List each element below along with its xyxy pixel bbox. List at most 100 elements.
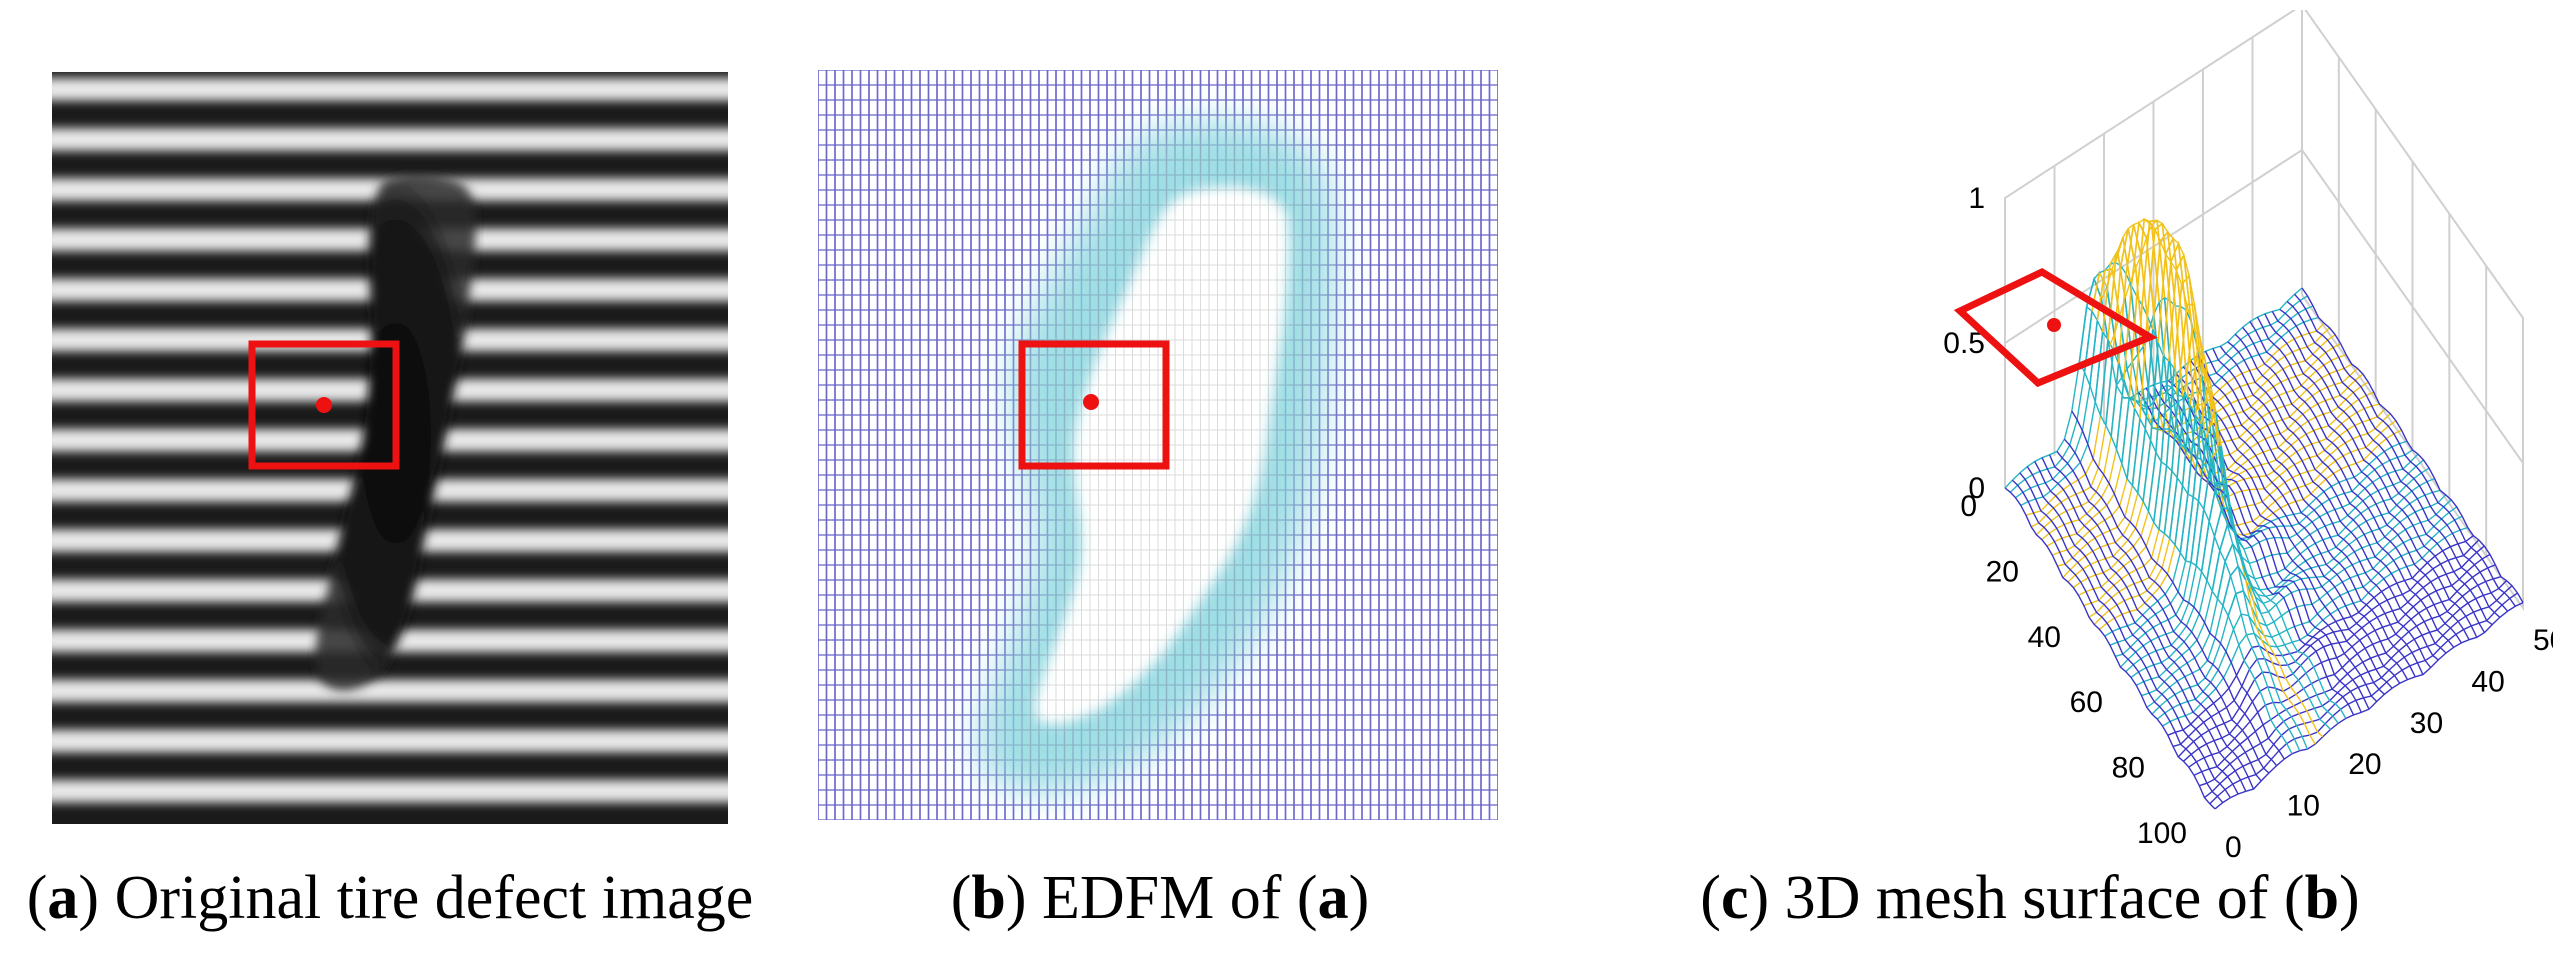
mesh-line	[2201, 375, 2211, 454]
mesh-line	[2104, 268, 2113, 272]
mesh-line	[2204, 360, 2214, 426]
mesh-line	[2190, 500, 2200, 563]
mesh-line	[2301, 287, 2524, 603]
y-tick-label: 0	[1960, 490, 1977, 523]
mesh-line	[2208, 481, 2218, 522]
mesh-line	[2206, 402, 2216, 474]
mesh-line	[2078, 306, 2088, 363]
mesh-line	[2164, 238, 2174, 255]
mesh-line	[2184, 496, 2194, 562]
y-tick-label: 80	[2112, 752, 2145, 785]
mesh-line	[2149, 342, 2159, 441]
x-tick-label: 40	[2471, 665, 2504, 698]
mesh-line	[2195, 509, 2205, 566]
mesh-line	[2242, 326, 2462, 644]
y-tick-label: 40	[2028, 621, 2061, 654]
mesh-line	[2177, 243, 2187, 311]
mesh-line	[2235, 590, 2244, 595]
mesh-line	[2176, 395, 2186, 449]
mesh-line	[2112, 265, 2122, 351]
mesh-line	[2107, 262, 2117, 340]
center-marker	[316, 397, 332, 413]
mesh-line	[2113, 334, 2123, 378]
mesh-line	[2212, 414, 2222, 447]
tire-stripe	[52, 679, 728, 703]
mesh-line	[2237, 565, 2247, 581]
mesh-line	[2026, 466, 2239, 795]
mesh-line	[2176, 391, 2186, 478]
mesh-line	[2199, 386, 2210, 424]
mesh-line	[2181, 275, 2190, 286]
mesh-line	[2204, 350, 2424, 675]
panel-b	[818, 70, 1498, 820]
mesh-line	[2219, 524, 2229, 551]
mesh-line	[2150, 224, 2160, 303]
mesh-line	[2212, 348, 2432, 669]
mesh-line	[2136, 429, 2147, 493]
mesh-line	[2123, 285, 2133, 380]
x-tick-label: 10	[2287, 790, 2320, 823]
caption-letter: a	[47, 864, 79, 932]
mesh-line	[2191, 327, 2201, 338]
mesh-line	[2210, 447, 2220, 459]
mesh-line	[2174, 305, 2184, 397]
caption-ref: b	[2304, 864, 2340, 932]
panel-c: 00.5102040608010001020304050	[1560, 10, 2553, 860]
mesh-line	[2196, 349, 2206, 361]
mesh-line	[2105, 350, 2115, 426]
mesh-line	[2109, 250, 2119, 265]
mesh-line	[2056, 450, 2270, 774]
tire-defect-image	[52, 72, 728, 824]
edfm-core	[1034, 187, 1289, 724]
mesh-line	[2211, 425, 2222, 490]
mesh-line	[2203, 457, 2213, 510]
mesh-line	[2119, 228, 2130, 266]
mesh-line	[2179, 306, 2189, 398]
mesh-line	[2226, 524, 2236, 534]
mesh-line	[2198, 410, 2208, 469]
mesh-line	[2229, 565, 2239, 577]
mesh-line	[2101, 264, 2111, 333]
y-tick-label: 20	[1986, 555, 2019, 588]
mesh-line	[2034, 461, 2247, 792]
mesh-line	[2239, 555, 2249, 580]
panel-a	[52, 72, 728, 824]
mesh-line	[2155, 355, 2165, 453]
mesh-line	[2211, 550, 2221, 592]
mesh-line	[2207, 386, 2217, 413]
mesh-line	[2004, 487, 2216, 810]
mesh-line	[2222, 575, 2232, 606]
center-marker	[1083, 394, 1099, 410]
mesh-line	[2294, 293, 2516, 607]
mesh-line	[2271, 311, 2493, 626]
x-tick-label: 20	[2348, 748, 2381, 781]
mesh-line	[2171, 378, 2181, 472]
mesh-line	[2130, 222, 2140, 286]
mesh-line	[2125, 224, 2135, 275]
mesh-line	[2116, 250, 2126, 299]
mesh-line	[2213, 506, 2223, 537]
x-tick-label: 50	[2533, 624, 2553, 657]
mesh-line	[2192, 400, 2202, 460]
mesh-line	[2136, 354, 2147, 408]
mesh-line	[2141, 221, 2151, 306]
mesh-line	[2216, 561, 2226, 599]
mesh-line	[2063, 438, 2278, 767]
mesh-line	[2160, 361, 2170, 462]
mesh-line	[2110, 363, 2120, 437]
mesh-line	[2232, 543, 2242, 556]
mesh-line	[2149, 219, 2158, 223]
tire-stripe	[52, 729, 728, 753]
tire-stripe	[52, 779, 728, 803]
mesh-line	[2173, 284, 2183, 369]
caption-letter: b	[971, 864, 1006, 932]
mesh-line	[2193, 304, 2203, 376]
edfm-image	[818, 70, 1498, 820]
mesh-line	[2200, 521, 2210, 572]
mesh-line	[2179, 493, 2189, 553]
z-tick-label: 1	[1968, 182, 1985, 215]
mesh-line	[2131, 418, 2141, 486]
mesh-line	[2152, 461, 2163, 523]
mesh-line	[2224, 543, 2234, 562]
mesh-line	[2126, 408, 2136, 479]
